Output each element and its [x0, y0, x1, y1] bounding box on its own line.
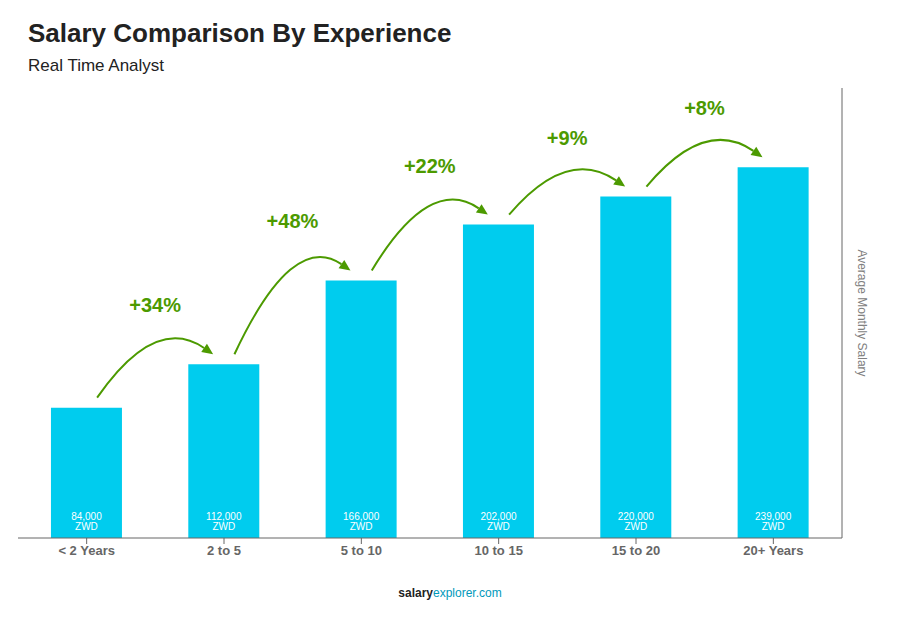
svg-text:84,000ZWD: 84,000ZWD	[71, 511, 102, 532]
svg-text:112,000ZWD: 112,000ZWD	[206, 511, 242, 532]
html-text:Real Time Analyst: Real Time Analyst	[28, 56, 165, 75]
svg-text:15 to 20: 15 to 20	[612, 543, 660, 558]
svg-text:2 to 5: 2 to 5	[207, 543, 241, 558]
html-text:Salary Comparison By Experienc: Salary Comparison By Experience	[28, 18, 452, 48]
svg-text:< 2 Years: < 2 Years	[58, 543, 115, 558]
svg-text:220,000ZWD: 220,000ZWD	[618, 511, 655, 532]
svg-text:5 to 10: 5 to 10	[341, 543, 382, 558]
svg-text:10 to 15: 10 to 15	[474, 543, 522, 558]
svg-text:Average Monthly Salary: Average Monthly Salary	[855, 249, 869, 376]
svg-text:+48%: +48%	[267, 210, 319, 232]
svg-text:+8%: +8%	[684, 97, 725, 119]
svg-text:+9%: +9%	[547, 127, 588, 149]
svg-text:166,000ZWD: 166,000ZWD	[343, 511, 380, 532]
html-text:salary explorer.com: salary explorer.com	[398, 586, 502, 600]
svg-text:+22%: +22%	[404, 155, 456, 177]
svg-text:20+ Years: 20+ Years	[743, 543, 803, 558]
svg-text:239,000ZWD: 239,000ZWD	[755, 511, 792, 532]
svg-text:202,000ZWD: 202,000ZWD	[480, 511, 517, 532]
svg-text:+34%: +34%	[129, 294, 181, 316]
